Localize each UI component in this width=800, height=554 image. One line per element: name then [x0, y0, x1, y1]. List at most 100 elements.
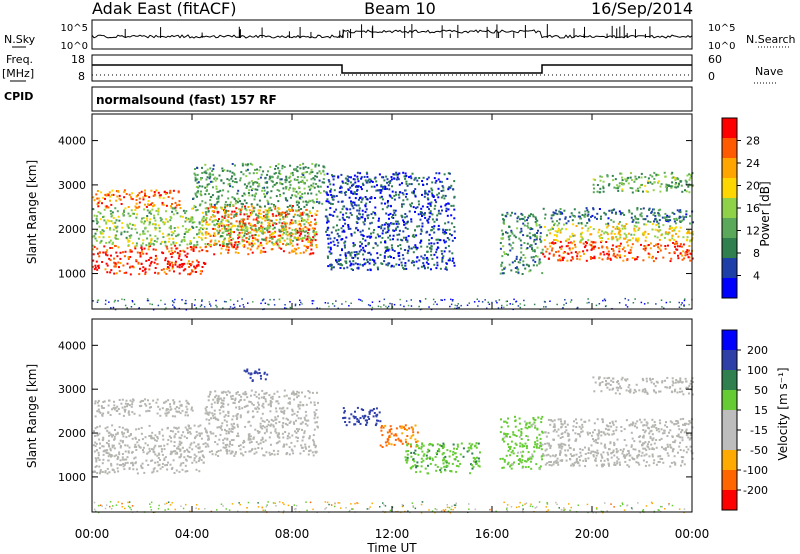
range-gate-cell [142, 399, 145, 402]
range-gate-cell [433, 242, 436, 245]
range-gate-cell [251, 237, 254, 240]
range-gate-cell [176, 410, 179, 413]
range-gate-cell [286, 234, 289, 237]
range-gate-cell [541, 272, 544, 275]
range-gate-cell [628, 209, 631, 212]
range-gate-cell [468, 302, 470, 304]
range-gate-cell [601, 237, 604, 239]
range-gate-cell [343, 191, 346, 194]
range-gate-cell [354, 181, 357, 184]
range-gate-cell [348, 196, 351, 199]
range-gate-cell [288, 186, 291, 189]
range-gate-cell [640, 208, 643, 210]
range-gate-cell [433, 177, 436, 180]
range-gate-cell [99, 212, 102, 215]
range-gate-cell [197, 181, 200, 184]
range-gate-cell [106, 449, 109, 452]
range-gate-cell [233, 244, 236, 246]
range-gate-cell [559, 240, 562, 243]
range-gate-cell [357, 218, 360, 221]
range-gate-cell [402, 266, 405, 269]
range-gate-cell [552, 227, 554, 230]
range-gate-cell [601, 258, 604, 261]
range-gate-cell [655, 303, 657, 305]
range-gate-cell [235, 199, 238, 202]
range-gate-cell [116, 225, 119, 228]
range-gate-cell [263, 216, 266, 219]
range-gate-cell [285, 233, 288, 236]
range-gate-cell [356, 189, 358, 192]
range-gate-cell [362, 235, 365, 237]
range-gate-cell [302, 404, 305, 407]
range-gate-cell [618, 221, 621, 223]
range-gate-cell [135, 449, 138, 451]
range-gate-cell [362, 246, 365, 249]
range-gate-cell [109, 271, 112, 274]
range-gate-cell [247, 302, 249, 304]
range-gate-cell [688, 178, 691, 181]
range-gate-cell [654, 228, 657, 231]
range-gate-cell [248, 433, 251, 436]
range-gate-cell [99, 241, 102, 244]
range-gate-cell [585, 207, 588, 210]
range-gate-cell [394, 214, 397, 217]
range-gate-cell [578, 211, 581, 214]
range-gate-cell [204, 233, 207, 236]
range-gate-cell [214, 205, 216, 208]
range-gate-cell [574, 251, 577, 254]
range-gate-cell [393, 194, 396, 197]
range-gate-cell [170, 234, 173, 237]
range-gate-cell [276, 453, 279, 456]
range-gate-cell [430, 250, 433, 253]
range-gate-cell [315, 421, 318, 424]
range-gate-cell [369, 269, 372, 272]
range-gate-cell [139, 251, 142, 254]
range-gate-cell [165, 409, 168, 412]
range-gate-cell [610, 232, 613, 235]
range-gate-cell [684, 251, 687, 254]
range-gate-cell [565, 245, 568, 248]
range-gate-cell [289, 175, 292, 178]
range-gate-cell [284, 197, 287, 200]
range-gate-cell [447, 202, 450, 205]
range-gate-cell [95, 217, 98, 220]
range-gate-cell [237, 189, 240, 192]
range-gate-cell [247, 182, 250, 185]
range-gate-cell [599, 253, 602, 256]
range-gate-cell [126, 444, 129, 447]
range-gate-cell [642, 207, 645, 210]
range-gate-cell [551, 241, 554, 244]
range-gate-cell [338, 191, 341, 194]
range-gate-cell [209, 245, 212, 248]
range-gate-cell [378, 189, 381, 192]
range-gate-cell [556, 240, 559, 243]
range-gate-cell [371, 306, 374, 309]
range-gate-cell [148, 410, 151, 412]
range-gate-cell [192, 197, 195, 200]
range-gate-cell [193, 457, 196, 460]
range-gate-cell [163, 401, 166, 404]
range-gate-cell [611, 244, 614, 247]
range-gate-cell [618, 247, 621, 250]
range-gate-cell [684, 254, 687, 257]
range-gate-cell [204, 211, 207, 213]
range-gate-cell [309, 171, 312, 174]
range-gate-cell [92, 248, 95, 251]
range-gate-cell [159, 242, 162, 245]
range-gate-cell [336, 244, 339, 247]
range-gate-cell [267, 218, 270, 221]
range-gate-cell [301, 239, 304, 242]
range-gate-cell [296, 178, 299, 181]
range-gate-cell [304, 446, 307, 449]
range-gate-cell [414, 195, 417, 198]
range-gate-cell [183, 450, 186, 453]
range-gate-cell [216, 229, 219, 232]
range-gate-cell [606, 226, 608, 229]
range-gate-cell [243, 234, 246, 237]
range-gate-cell [154, 453, 157, 456]
power-ylabel: Slant Range [km] [25, 160, 39, 264]
range-gate-cell [109, 247, 112, 249]
range-gate-cell [370, 213, 373, 216]
range-gate-cell [298, 201, 300, 204]
range-gate-cell [358, 250, 361, 253]
